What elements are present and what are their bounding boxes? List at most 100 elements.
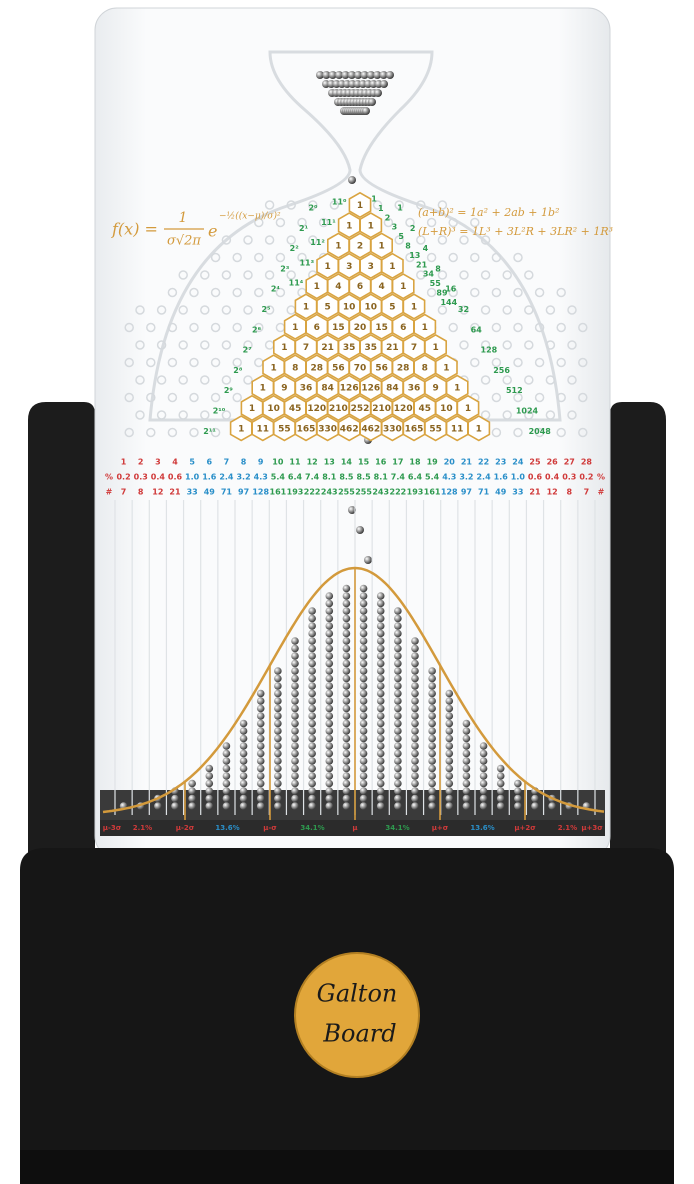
sigma-percent: 13.6%	[215, 824, 239, 832]
sigma-percent: 34.1%	[300, 824, 324, 832]
ball	[411, 742, 419, 750]
ball	[205, 772, 213, 780]
bin-number: 21	[461, 458, 473, 467]
ball	[411, 697, 419, 705]
bin-percent: 5.4	[271, 473, 286, 482]
bin-number: 22	[478, 458, 489, 467]
row-power: 2²	[290, 244, 300, 253]
bin-number: 8	[241, 458, 247, 467]
bin-count: 71	[221, 488, 233, 497]
ball	[445, 757, 453, 765]
pascal-number: 1	[335, 242, 341, 252]
ball	[514, 780, 522, 788]
pascal-number: 1	[476, 424, 482, 434]
ball-stack	[291, 637, 299, 810]
row-sum: 256	[493, 366, 510, 375]
ball	[308, 787, 316, 795]
ball	[377, 750, 385, 758]
ball	[394, 772, 402, 780]
ball	[343, 720, 351, 728]
bin-count: 97	[238, 488, 249, 497]
ball	[394, 750, 402, 758]
ball	[257, 802, 265, 810]
ball	[463, 795, 471, 803]
row-sum: 1024	[516, 407, 539, 416]
ball	[428, 750, 436, 758]
fibonacci-number: 2	[385, 213, 391, 222]
ball	[274, 720, 282, 728]
bin-percent: 1.6	[494, 473, 509, 482]
pascal-number: 1	[411, 303, 417, 313]
ball	[360, 592, 368, 600]
ball	[360, 660, 368, 668]
ball	[308, 765, 316, 773]
ball	[308, 622, 316, 630]
pascal-number: 1	[324, 262, 330, 272]
ball	[394, 690, 402, 698]
ball	[377, 645, 385, 653]
ball	[380, 80, 388, 88]
ball	[377, 660, 385, 668]
pascal-number: 1	[454, 384, 460, 394]
ball	[274, 780, 282, 788]
pascal-number: 6	[314, 323, 320, 333]
bin-percent: 0.3	[562, 473, 576, 482]
ball	[360, 645, 368, 653]
ball	[445, 720, 453, 728]
fibonacci-number: 34	[423, 270, 435, 279]
ball	[360, 787, 368, 795]
ball	[308, 757, 316, 765]
ball	[411, 795, 419, 803]
ball	[325, 652, 333, 660]
fibonacci-number: 1	[371, 195, 377, 204]
bin-count: 7	[584, 488, 590, 497]
ball	[274, 675, 282, 683]
ball	[394, 712, 402, 720]
ball	[325, 802, 333, 810]
ball	[463, 765, 471, 773]
bin-number: 10	[272, 458, 284, 467]
pascal-number: 45	[289, 404, 302, 414]
ball	[171, 795, 179, 803]
ball	[308, 742, 316, 750]
ball	[394, 727, 402, 735]
ball	[291, 750, 299, 758]
ball	[394, 637, 402, 645]
pascal-number: 1	[465, 404, 471, 414]
pascal-number: 126	[340, 384, 359, 394]
ball	[377, 705, 385, 713]
bin-percent: 2.4	[476, 473, 491, 482]
ball	[343, 780, 351, 788]
ball	[428, 682, 436, 690]
ball	[374, 89, 382, 97]
ball	[240, 750, 248, 758]
ball	[325, 682, 333, 690]
ball	[308, 645, 316, 653]
formula-base: e	[208, 222, 217, 241]
ball	[274, 765, 282, 773]
pascal-number: 4	[335, 282, 341, 292]
ball	[360, 727, 368, 735]
pascal-number: 210	[329, 404, 348, 414]
pascal-number: 28	[397, 363, 410, 373]
row-sum: 64	[471, 325, 483, 334]
ball	[445, 772, 453, 780]
ball-stack	[325, 592, 333, 810]
ball	[343, 592, 351, 600]
ball	[411, 667, 419, 675]
ball	[257, 780, 265, 788]
ball	[394, 757, 402, 765]
ball	[463, 802, 471, 810]
ball	[445, 780, 453, 788]
ball	[240, 727, 248, 735]
pascal-number: 8	[422, 363, 428, 373]
ball	[325, 592, 333, 600]
ball	[360, 630, 368, 638]
ball	[377, 607, 385, 615]
ball	[325, 720, 333, 728]
formula-exponent: −½((x−μ)/σ)²	[219, 211, 281, 222]
bin-percent: 1.0	[185, 473, 200, 482]
ball	[343, 667, 351, 675]
row-sum: 2048	[529, 427, 552, 436]
pascal-number: 1	[357, 201, 363, 211]
